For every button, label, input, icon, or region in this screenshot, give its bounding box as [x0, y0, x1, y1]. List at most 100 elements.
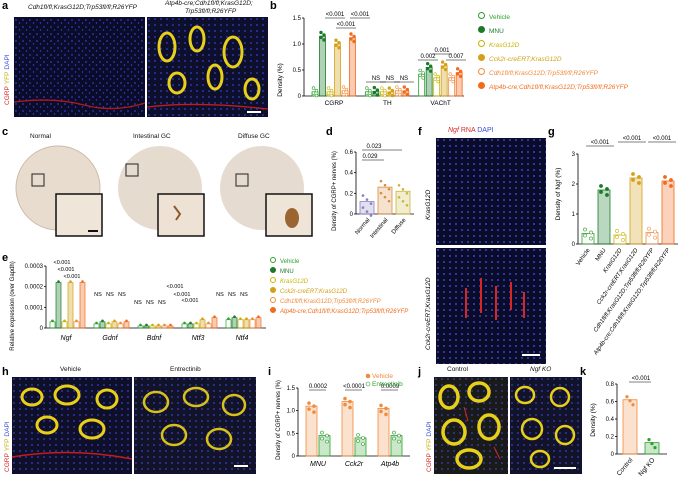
e-point [201, 317, 204, 321]
a-micrograph-left [14, 17, 145, 117]
k-bar [622, 399, 638, 455]
b-point [433, 77, 437, 81]
k-point [647, 438, 651, 442]
e-legend-label: KrasG12D [280, 279, 309, 285]
b-annotation: NS [372, 76, 380, 82]
g-point [653, 229, 657, 234]
e-point [119, 321, 122, 325]
b-point [319, 35, 323, 40]
e-point [233, 315, 236, 318]
g-point [589, 236, 593, 241]
svg-text:CGRPYFPDAPI: CGRPYFPDAPI [4, 54, 11, 105]
b-bar [394, 90, 402, 97]
e-legend-item: Atp4b-cre;Cdh1fl/fl;KrasG12D;Trp53fl/fl;… [270, 307, 408, 315]
j-micrograph-control [434, 377, 508, 474]
j-title-ngfko: Ngf KO [530, 366, 552, 373]
b-point [398, 92, 402, 97]
i-point [343, 402, 347, 407]
e-bar [211, 317, 218, 329]
b-point [375, 88, 380, 92]
i-bar [305, 405, 318, 457]
panel-letter-i: i [268, 366, 272, 378]
b-legend-label: Vehicle [489, 14, 510, 21]
b-point [387, 86, 392, 90]
panel-letter-h: h [2, 366, 9, 378]
g-bar [629, 177, 643, 245]
d-point [383, 195, 387, 199]
e-bar [225, 319, 232, 329]
b-point [448, 72, 452, 76]
b-point [451, 79, 455, 84]
b-bar [341, 90, 349, 97]
k-ylabel: Density (%) [590, 403, 597, 437]
d-ytick-label: 0.2 [345, 191, 354, 197]
b-point [314, 93, 319, 98]
b-point [390, 93, 395, 98]
i-point [361, 442, 365, 446]
d-point [397, 195, 401, 199]
b-annotation: 0.007 [448, 54, 464, 60]
b-point [405, 87, 410, 92]
b-point [322, 38, 326, 42]
e-legend-item: Cck2r-creERT;KrasG12D [270, 287, 347, 295]
e-bar [99, 321, 106, 329]
e-annotation: <0.001 [167, 284, 184, 290]
i-annotation: 0.0009 [381, 384, 400, 390]
e-point [81, 280, 84, 283]
i-bar [354, 437, 367, 457]
panel-letter-d: d [326, 126, 333, 138]
e-bar [111, 321, 118, 329]
e-legend-item: Cdh1fl/fl;KrasG12D;Trp53fl/fl;R26YFP [270, 297, 381, 305]
b-point [365, 91, 369, 95]
e-bar [143, 325, 150, 329]
b-point [398, 87, 402, 92]
d-xtick-label: Diffuse [391, 217, 408, 236]
e-bar [237, 319, 244, 329]
d-point [365, 210, 369, 213]
i-legend-label: Entrectinib [372, 381, 403, 388]
e-point [189, 321, 192, 325]
b-point [375, 93, 380, 97]
e-bar [61, 321, 68, 329]
b-point [428, 69, 433, 73]
i-point [348, 399, 352, 404]
c-title-normal: Normal [30, 133, 51, 140]
e-point [145, 323, 148, 327]
g-xtick-label: MNU [595, 248, 608, 263]
b-point [433, 72, 437, 76]
g-annotation: <0.001 [623, 136, 642, 142]
i-point [325, 439, 329, 444]
b-point [383, 93, 387, 98]
e-legend: Vehicle MNU KrasG12D Cck2r-creERT;KrasG12D C… [270, 257, 420, 317]
panel-letter-a: a [2, 0, 9, 12]
i-legend-marker [365, 373, 371, 379]
i-ylabel: Density of CGRP+ nerves (%) [276, 380, 282, 460]
b-point [425, 61, 430, 66]
e-point [101, 319, 104, 323]
e-point [163, 323, 166, 327]
b-annotation: <0.001 [351, 12, 370, 18]
g-ytick-label: 2 [572, 182, 576, 188]
b-ytick-label: 1.5 [293, 16, 302, 22]
e-point [95, 321, 98, 325]
c-title-diffuse: Diffuse GC [238, 133, 270, 140]
f-title: Ngf RNA DAPI [448, 127, 494, 134]
f-label-bottom: Cck2r-creERT;KrasG12D [421, 277, 433, 360]
e-bar [123, 321, 130, 329]
b-point [352, 39, 356, 44]
i-point [307, 407, 311, 411]
b-point [337, 41, 341, 45]
b-point [443, 67, 448, 72]
g-point [583, 233, 587, 238]
b-point [440, 60, 445, 64]
d-point [387, 187, 391, 191]
h-stain-label: CGRPYFPDAPI [1, 421, 11, 482]
i-legend-marker [365, 381, 371, 387]
b-annotation: <0.001 [326, 12, 345, 18]
g-point [599, 190, 603, 194]
j-micrograph-ngfko [510, 377, 582, 474]
b-point [322, 33, 326, 37]
e-bar [161, 325, 168, 329]
e-bar [73, 321, 80, 329]
